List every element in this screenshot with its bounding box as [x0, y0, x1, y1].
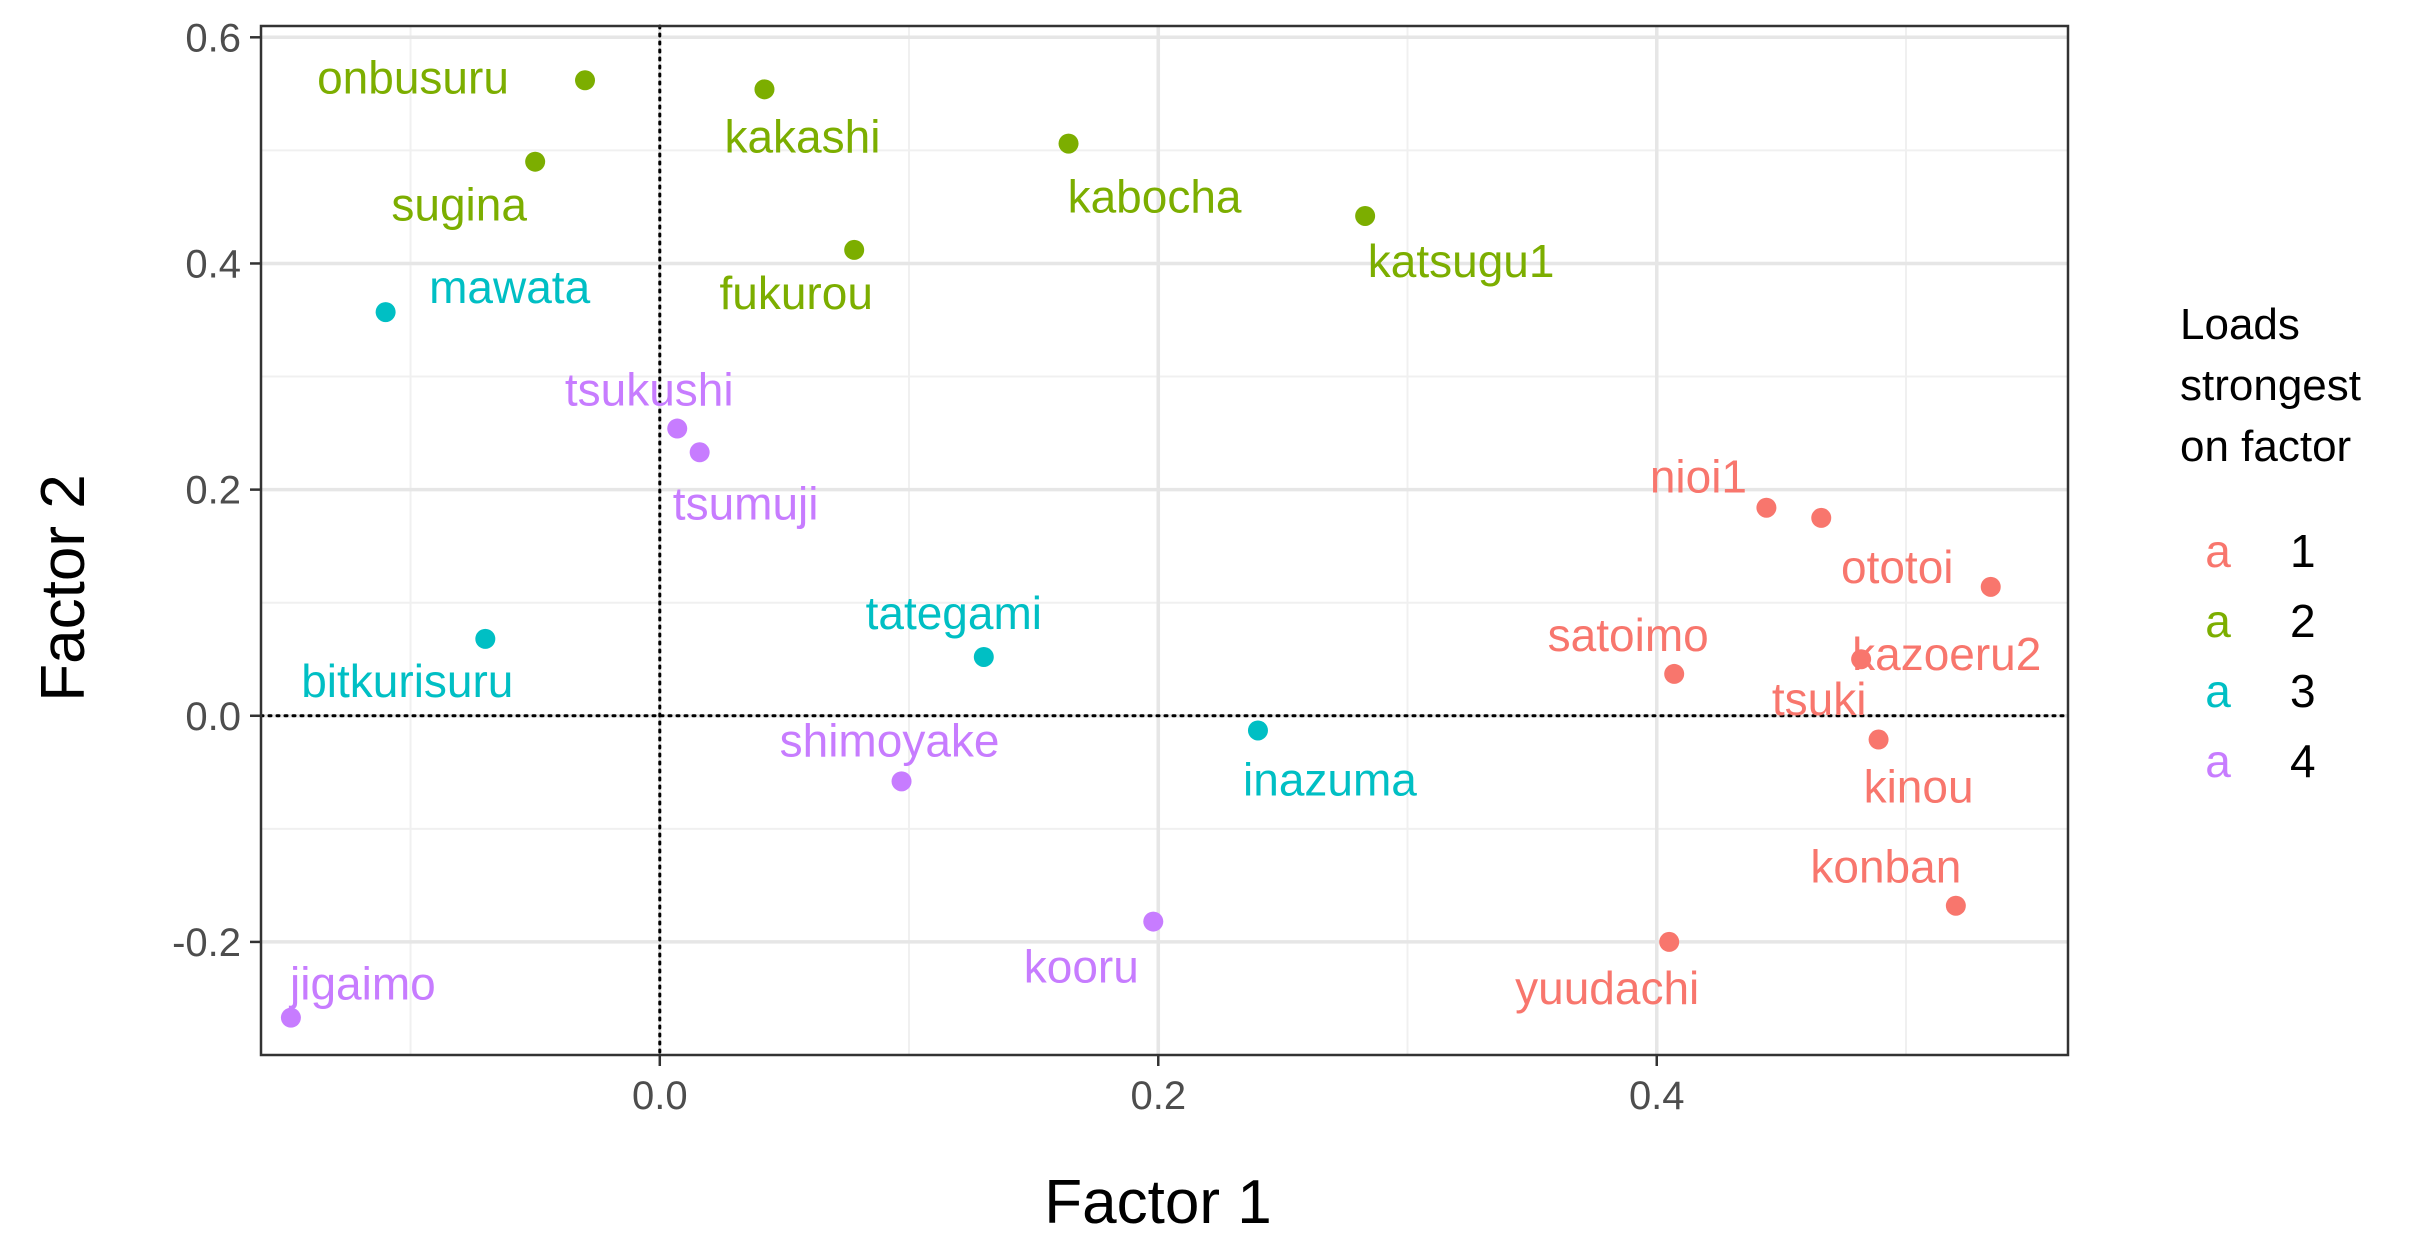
legend-title-line-3: on factor [2180, 422, 2351, 471]
point-label-fukurou: fukurou [719, 267, 872, 319]
data-point-fukurou [844, 239, 865, 260]
y-tick-label: 0.2 [185, 469, 241, 513]
data-point-jigaimo [280, 1007, 301, 1028]
point-label-jigaimo: jigaimo [288, 958, 436, 1010]
point-label-mawata: mawata [429, 261, 590, 313]
panel-border [259, 24, 2070, 1057]
y-tick-label: 0.0 [185, 695, 241, 739]
point-label-tsuki: tsuki [1772, 673, 1867, 725]
data-point-nioi1 [1756, 497, 1777, 518]
point-label-onbusuru: onbusuru [317, 51, 509, 103]
data-point-konban [1945, 895, 1966, 916]
data-point-satoimo [1664, 663, 1685, 684]
data-point-kakashi [754, 79, 775, 100]
point-label-katsugu1: katsugu1 [1368, 235, 1555, 287]
point-label-ototoi: ototoi [1841, 541, 1954, 593]
legend-item-label: 3 [2290, 665, 2316, 717]
point-label-kinou: kinou [1864, 761, 1974, 813]
y-axis-title: Factor 2 [29, 474, 98, 701]
y-tick-label: 0.6 [185, 16, 241, 60]
data-point-katsugu1 [1355, 205, 1376, 226]
legend-key-glyph: a [2205, 665, 2231, 717]
data-point-yuudachi [1659, 931, 1680, 952]
point-label-kooru: kooru [1024, 941, 1139, 993]
legend-item-label: 1 [2290, 525, 2316, 577]
legend-key-glyph: a [2205, 595, 2231, 647]
legend-key-glyph: a [2205, 525, 2231, 577]
point-label-tategami: tategami [866, 587, 1042, 639]
point-label-kabocha: kabocha [1068, 171, 1242, 223]
legend-item-label: 4 [2290, 735, 2316, 787]
axes: 0.0 0.2 0.4 0.6 0.4 0.2 0.0 -0.2 [172, 16, 1684, 1118]
point-label-bitkurisuru: bitkurisuru [301, 655, 513, 707]
point-labels: onbusuru kakashi kabocha sugina katsugu1 fuku… [288, 51, 2041, 1014]
point-label-kakashi: kakashi [724, 110, 880, 162]
data-points [280, 70, 2001, 1028]
data-point-kazoeru2 [1980, 576, 2001, 597]
point-label-nioi1: nioi1 [1650, 451, 1747, 503]
data-point-onbusuru [575, 70, 596, 91]
data-point-mawata [375, 302, 396, 323]
data-point-tsukushi [667, 418, 688, 439]
data-point-bitkurisuru [475, 628, 496, 649]
point-label-satoimo: satoimo [1548, 609, 1709, 661]
data-point-tsumuji [689, 442, 710, 463]
point-label-inazuma: inazuma [1243, 753, 1417, 805]
point-label-konban: konban [1810, 841, 1961, 893]
legend-item-label: 2 [2290, 595, 2316, 647]
x-tick-label: 0.0 [632, 1074, 688, 1118]
data-point-kinou [1868, 729, 1889, 750]
data-point-ototoi [1811, 507, 1832, 528]
point-label-sugina: sugina [391, 179, 527, 231]
data-point-shimoyake [891, 771, 912, 792]
point-label-yuudachi: yuudachi [1515, 962, 1699, 1014]
legend-key-glyph: a [2205, 735, 2231, 787]
data-point-tategami [973, 646, 994, 667]
legend-title-line-1: Loads [2180, 300, 2300, 349]
point-label-tsukushi: tsukushi [565, 364, 734, 416]
data-point-inazuma [1247, 720, 1268, 741]
data-point-kooru [1143, 911, 1164, 932]
point-label-tsumuji: tsumuji [673, 477, 819, 529]
y-tick-label: -0.2 [172, 921, 241, 965]
y-tick-label: 0.4 [185, 242, 241, 286]
legend: Loads strongest on factor a 1 a 2 a 3 a 4 [2180, 300, 2361, 787]
plot-panel [259, 24, 2070, 1057]
point-label-kazoeru2: kazoeru2 [1852, 628, 2041, 680]
x-axis-title: Factor 1 [1044, 1168, 1271, 1237]
data-point-sugina [525, 151, 546, 172]
data-point-kabocha [1058, 133, 1079, 154]
point-label-shimoyake: shimoyake [780, 714, 1000, 766]
x-tick-label: 0.4 [1629, 1074, 1685, 1118]
x-tick-label: 0.2 [1130, 1074, 1186, 1118]
legend-title-line-2: strongest [2180, 361, 2361, 410]
data-point-tsuki [1851, 649, 1872, 670]
